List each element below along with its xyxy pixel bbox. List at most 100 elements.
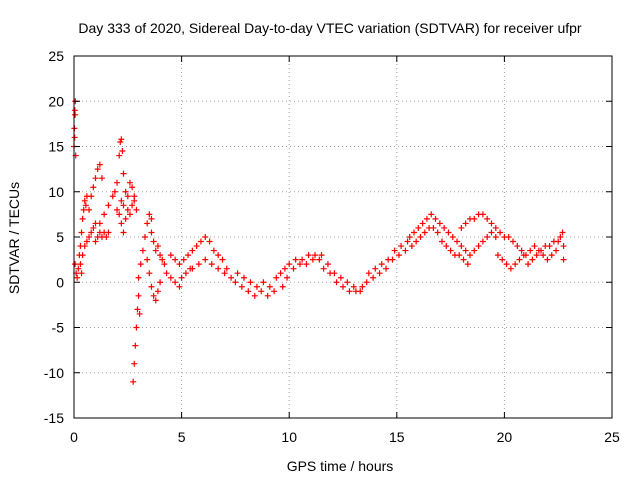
data-point-marker xyxy=(117,138,124,145)
y-tick-label: 25 xyxy=(48,48,64,64)
data-point-marker xyxy=(432,215,439,222)
data-point-marker xyxy=(273,274,280,281)
y-tick-label: -15 xyxy=(44,410,64,426)
data-point-marker xyxy=(430,224,437,231)
data-point-marker xyxy=(512,261,519,268)
data-point-marker xyxy=(81,197,88,204)
data-point-marker xyxy=(96,161,103,168)
data-point-marker xyxy=(423,215,430,222)
data-point-marker xyxy=(148,215,155,222)
x-tick-label: 15 xyxy=(389,429,405,445)
data-point-marker xyxy=(312,252,319,259)
data-point-marker xyxy=(548,252,555,259)
data-point-marker xyxy=(544,256,551,263)
data-point-marker xyxy=(193,243,200,250)
data-point-marker xyxy=(413,238,420,245)
y-tick-label: 20 xyxy=(48,93,64,109)
data-point-marker xyxy=(105,229,112,236)
data-point-marker xyxy=(488,229,495,236)
data-point-marker xyxy=(114,206,121,213)
data-point-marker xyxy=(383,265,390,272)
data-point-marker xyxy=(234,270,241,277)
y-tick-label: -10 xyxy=(44,365,64,381)
data-point-marker xyxy=(120,170,127,177)
data-point-marker xyxy=(178,274,185,281)
data-point-marker xyxy=(395,252,402,259)
data-point-marker xyxy=(124,193,131,200)
x-tick-label: 20 xyxy=(497,429,513,445)
data-point-marker xyxy=(139,247,146,254)
data-point-marker xyxy=(518,247,525,254)
data-point-marker xyxy=(458,243,465,250)
y-axis-label: SDTVAR / TECUs xyxy=(6,182,22,294)
data-point-marker xyxy=(497,229,504,236)
data-point-marker xyxy=(428,211,435,218)
data-point-marker xyxy=(458,224,465,231)
data-point-marker xyxy=(109,193,116,200)
data-point-marker xyxy=(80,206,87,213)
data-point-marker xyxy=(167,252,174,259)
data-point-marker xyxy=(454,238,461,245)
data-point-marker xyxy=(464,261,471,268)
data-point-marker xyxy=(445,229,452,236)
data-point-marker xyxy=(90,224,97,231)
x-axis-label: GPS time / hours xyxy=(287,458,394,474)
x-tick-labels: 0 5 10 15 20 25 xyxy=(70,429,620,445)
data-point-marker xyxy=(154,243,161,250)
data-points xyxy=(71,98,567,385)
data-point-marker xyxy=(195,261,202,268)
data-point-marker xyxy=(514,243,521,250)
data-point-marker xyxy=(137,261,144,268)
data-point-marker xyxy=(281,265,288,272)
data-point-marker xyxy=(305,252,312,259)
data-point-marker xyxy=(157,279,164,286)
y-tick-label: 5 xyxy=(56,229,64,245)
data-point-marker xyxy=(116,152,123,159)
data-point-marker xyxy=(79,215,86,222)
data-point-marker xyxy=(180,256,187,263)
data-point-marker xyxy=(172,279,179,286)
data-point-marker xyxy=(359,283,366,290)
data-point-marker xyxy=(136,310,143,317)
data-point-marker xyxy=(324,261,331,268)
data-point-marker xyxy=(292,256,299,263)
data-point-marker xyxy=(98,175,105,182)
data-point-marker xyxy=(215,252,222,259)
data-point-marker xyxy=(182,270,189,277)
data-point-marker xyxy=(510,238,517,245)
data-point-marker xyxy=(484,234,491,240)
data-point-marker xyxy=(346,288,353,295)
data-point-marker xyxy=(245,288,252,295)
data-point-marker xyxy=(206,238,213,245)
data-point-marker xyxy=(290,265,297,272)
data-point-marker xyxy=(118,197,125,204)
x-tick-label: 25 xyxy=(604,429,620,445)
data-point-marker xyxy=(94,166,101,173)
data-point-marker xyxy=(419,220,426,227)
data-point-marker xyxy=(557,234,564,240)
y-tick-label: 0 xyxy=(56,274,64,290)
data-point-marker xyxy=(202,256,209,263)
data-point-marker xyxy=(318,252,325,259)
data-point-marker xyxy=(264,292,271,299)
data-point-marker xyxy=(404,238,411,245)
data-point-marker xyxy=(327,270,334,277)
data-point-marker xyxy=(163,270,170,277)
data-point-marker xyxy=(408,243,415,250)
data-point-marker xyxy=(503,261,510,268)
axis-ticks xyxy=(73,55,613,419)
data-point-marker xyxy=(525,261,532,268)
data-point-marker xyxy=(241,274,248,281)
data-point-marker xyxy=(146,211,153,218)
data-point-marker xyxy=(208,261,215,268)
data-point-marker xyxy=(90,184,97,191)
data-point-marker xyxy=(210,247,217,254)
data-point-marker xyxy=(499,256,506,263)
data-point-marker xyxy=(152,247,159,254)
data-point-marker xyxy=(124,206,131,213)
data-point-marker xyxy=(232,279,239,286)
data-point-marker xyxy=(456,252,463,259)
y-tick-label: 15 xyxy=(48,139,64,155)
data-point-marker xyxy=(436,220,443,227)
data-point-marker xyxy=(522,252,529,259)
